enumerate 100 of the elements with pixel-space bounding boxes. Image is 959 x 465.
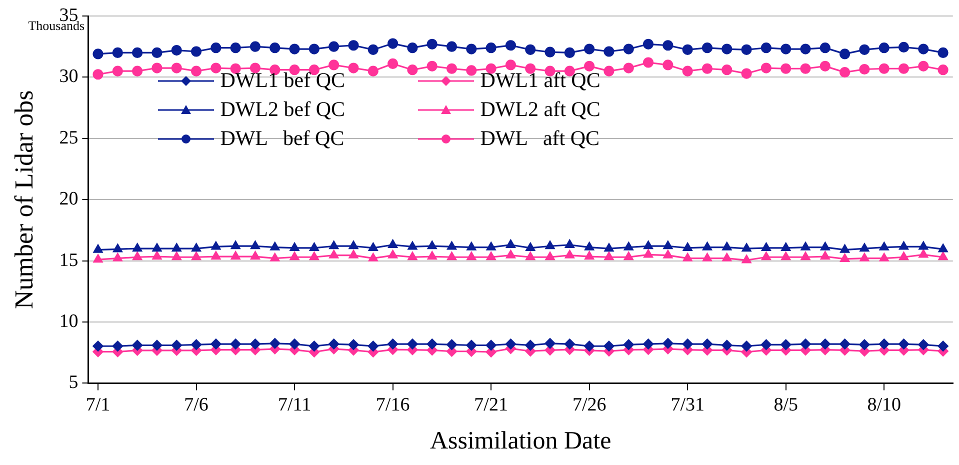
point bbox=[308, 340, 320, 352]
point bbox=[702, 253, 712, 262]
point bbox=[800, 63, 811, 74]
point bbox=[192, 252, 201, 260]
point bbox=[290, 252, 300, 260]
point bbox=[742, 243, 752, 252]
point bbox=[505, 60, 516, 70]
legend-label: DWL1 bef QC bbox=[220, 68, 345, 93]
point bbox=[486, 63, 496, 74]
x-tick-label: 7/21 bbox=[474, 394, 508, 416]
point bbox=[250, 41, 261, 52]
point bbox=[466, 44, 477, 54]
point bbox=[505, 40, 516, 51]
point bbox=[604, 66, 614, 76]
point bbox=[879, 242, 889, 250]
point bbox=[408, 252, 418, 260]
point bbox=[466, 252, 476, 260]
point bbox=[426, 338, 438, 350]
point bbox=[190, 46, 202, 57]
point bbox=[859, 339, 870, 350]
point bbox=[192, 243, 201, 252]
point bbox=[446, 41, 458, 52]
point bbox=[92, 69, 104, 80]
point bbox=[918, 249, 928, 258]
point bbox=[644, 240, 653, 250]
point bbox=[112, 253, 122, 262]
point bbox=[860, 243, 870, 252]
point bbox=[525, 340, 536, 351]
point bbox=[642, 57, 654, 68]
point bbox=[486, 242, 496, 250]
point bbox=[447, 252, 456, 260]
point bbox=[486, 42, 496, 54]
y-tick-label: 5 bbox=[68, 372, 78, 394]
point bbox=[526, 242, 536, 251]
point bbox=[132, 47, 143, 58]
point bbox=[644, 249, 653, 258]
point bbox=[328, 338, 340, 350]
point bbox=[780, 44, 792, 54]
point bbox=[230, 251, 240, 260]
point bbox=[447, 241, 456, 250]
point bbox=[584, 340, 595, 352]
point bbox=[545, 252, 555, 260]
point bbox=[624, 252, 634, 260]
point bbox=[368, 253, 378, 262]
point bbox=[682, 242, 692, 251]
point bbox=[486, 340, 496, 351]
point bbox=[918, 60, 929, 72]
point bbox=[171, 340, 182, 351]
point bbox=[820, 42, 830, 54]
point bbox=[210, 42, 222, 54]
point bbox=[722, 64, 732, 76]
point bbox=[407, 338, 418, 350]
point bbox=[682, 338, 693, 350]
point bbox=[152, 47, 162, 58]
point bbox=[466, 65, 477, 76]
point bbox=[800, 44, 811, 54]
point bbox=[329, 250, 339, 258]
point bbox=[289, 338, 300, 350]
point bbox=[388, 250, 398, 258]
point bbox=[741, 68, 752, 79]
point bbox=[762, 252, 771, 260]
point bbox=[859, 44, 870, 55]
point bbox=[604, 340, 614, 352]
y-tick-label: 10 bbox=[59, 310, 78, 332]
point bbox=[368, 340, 378, 352]
point bbox=[800, 338, 811, 350]
point bbox=[230, 240, 240, 250]
point bbox=[878, 42, 890, 54]
point bbox=[348, 40, 359, 51]
point bbox=[230, 63, 241, 74]
point bbox=[722, 340, 732, 351]
point bbox=[310, 252, 319, 260]
point bbox=[564, 250, 574, 258]
point bbox=[781, 242, 791, 251]
point bbox=[604, 243, 614, 252]
point bbox=[584, 44, 595, 54]
point bbox=[820, 251, 830, 260]
point bbox=[92, 340, 104, 352]
x-tick-label: 7/31 bbox=[670, 394, 704, 416]
point bbox=[348, 62, 359, 74]
point bbox=[250, 338, 261, 350]
point bbox=[623, 62, 634, 74]
point bbox=[190, 339, 202, 350]
legend-label: DWL2 bef QC bbox=[220, 97, 345, 122]
point bbox=[800, 242, 810, 250]
point bbox=[486, 252, 496, 260]
point bbox=[584, 60, 595, 72]
point bbox=[368, 44, 378, 55]
point bbox=[741, 340, 752, 352]
point bbox=[250, 62, 261, 74]
x-tick-label: 8/5 bbox=[774, 394, 798, 416]
point bbox=[230, 42, 241, 54]
point bbox=[132, 340, 143, 351]
point bbox=[388, 58, 398, 70]
point bbox=[859, 64, 870, 75]
point bbox=[918, 339, 929, 350]
point bbox=[408, 241, 418, 250]
point bbox=[820, 60, 830, 72]
point bbox=[702, 338, 713, 350]
point bbox=[662, 60, 674, 70]
